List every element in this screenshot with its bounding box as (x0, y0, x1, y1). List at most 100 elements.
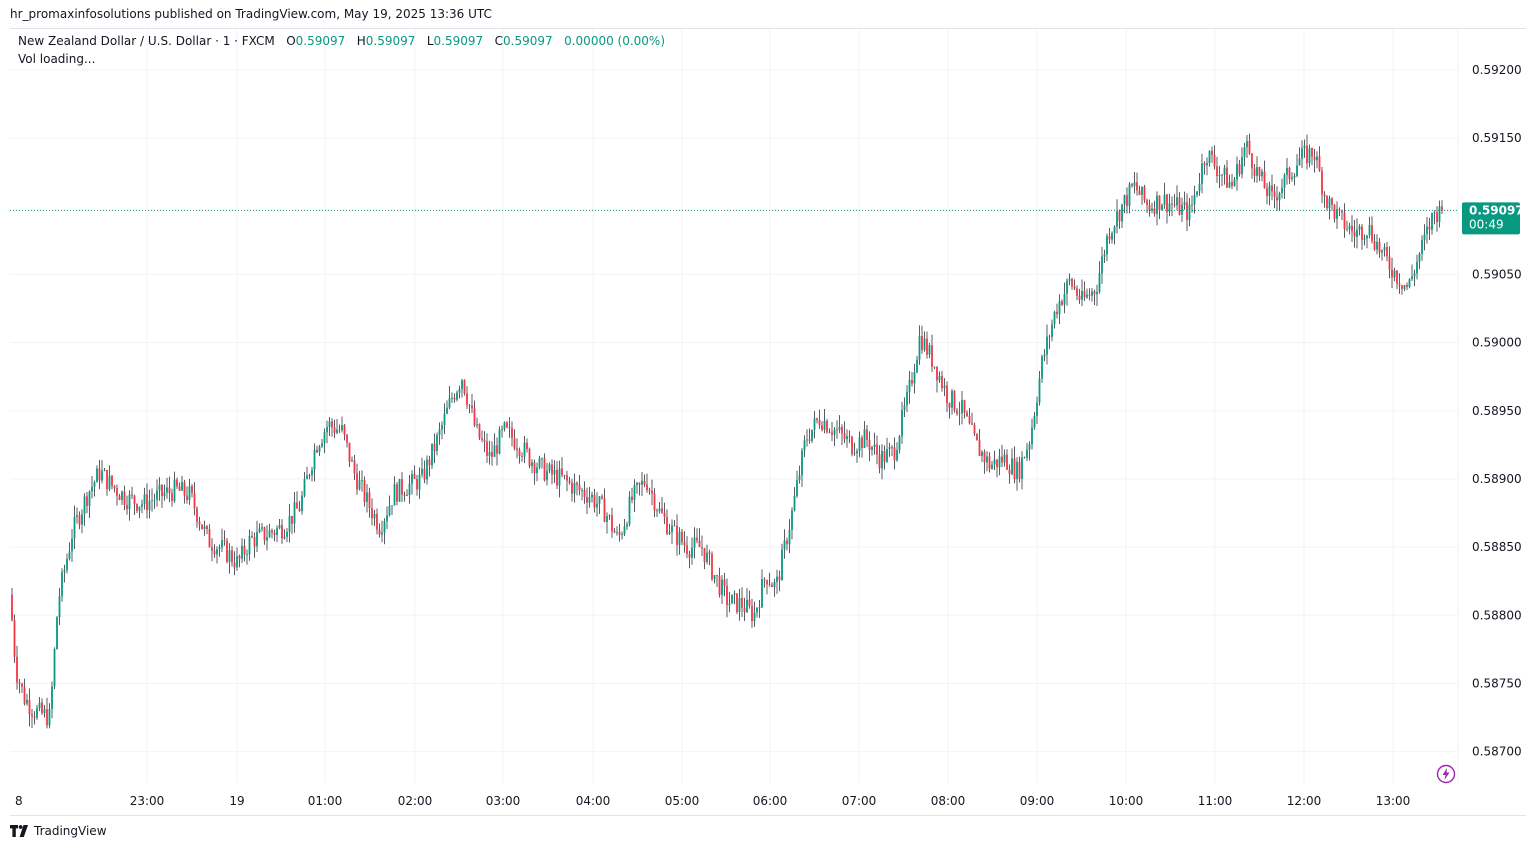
candle-body (438, 429, 441, 435)
candle-body (211, 547, 213, 551)
candle-body (1198, 183, 1201, 192)
bar-countdown: 00:49 (1469, 217, 1504, 231)
candle-body (231, 550, 233, 563)
x-tick-label: 02:00 (398, 794, 433, 808)
candle-body (1018, 461, 1021, 479)
y-tick-label: 0.59000 (1472, 336, 1522, 350)
candle-body (1371, 225, 1373, 241)
candle-body (123, 491, 126, 505)
candle-body (1416, 261, 1418, 274)
candle-body (923, 338, 926, 351)
candle-body (183, 482, 186, 496)
candle-body (1336, 209, 1338, 219)
candle-body (871, 447, 873, 450)
candle-body (333, 427, 336, 433)
candle-body (1208, 150, 1211, 164)
x-tick-label: 07:00 (842, 794, 877, 808)
candle-body (343, 425, 346, 435)
grid-layer (10, 29, 1458, 783)
current-price-value: 0.59097 (1469, 203, 1524, 217)
candle-body (731, 594, 733, 604)
candle-body (773, 582, 776, 588)
candle-layer (11, 133, 1443, 729)
candle-body (1033, 415, 1036, 428)
candle-body (498, 429, 501, 454)
candle-body (463, 380, 466, 394)
candle-body (591, 494, 593, 498)
candle-body (346, 434, 348, 443)
current-price-label: 0.59097 00:49 (1462, 202, 1524, 235)
candle-body (1098, 273, 1101, 292)
candle-body (378, 529, 381, 535)
candle-body (1278, 193, 1281, 201)
candle-body (836, 429, 838, 431)
candle-body (671, 525, 673, 533)
candle-body (911, 380, 913, 384)
candle-body (1188, 204, 1191, 220)
legend-open-value: 0.59097 (295, 34, 346, 48)
candle-body (1228, 182, 1231, 188)
candle-body (903, 405, 906, 410)
candle-body (866, 429, 868, 440)
candle-body (613, 531, 616, 533)
candle-body (433, 443, 436, 452)
candle-body (1423, 234, 1426, 241)
candle-body (243, 545, 246, 555)
candle-body (781, 549, 783, 581)
candle-body (1168, 203, 1171, 212)
candle-body (481, 438, 483, 440)
candle-body (666, 516, 668, 534)
chart-frame[interactable]: 0.59200 0.59150 0.59050 0.59000 0.58950 0.589… (10, 28, 1526, 816)
candle-body (601, 496, 603, 499)
candle-body (583, 489, 586, 498)
candle-body (63, 570, 66, 573)
legend-high-value: 0.59097 (365, 34, 416, 48)
candle-body (1196, 191, 1198, 196)
candle-body (326, 426, 328, 433)
legend-close-label: C (494, 34, 504, 48)
candle-body (858, 437, 861, 451)
lightning-icon[interactable] (1436, 764, 1456, 784)
footer-brand[interactable]: TradingView (10, 824, 107, 838)
y-tick-label: 0.58800 (1472, 608, 1522, 622)
candle-body (823, 420, 826, 430)
candle-body (618, 532, 621, 535)
candle-body (946, 385, 948, 404)
y-tick-label: 0.58750 (1472, 676, 1522, 690)
candle-body (303, 479, 306, 496)
candle-body (741, 598, 743, 608)
candle-body (21, 683, 23, 687)
candle-body (338, 429, 341, 431)
candle-body (853, 453, 856, 455)
candle-body (1251, 153, 1253, 169)
candle-body (593, 494, 596, 508)
candle-body (46, 709, 48, 726)
candle-body (821, 425, 823, 430)
candle-body (806, 439, 808, 441)
candle-body (158, 484, 161, 491)
candle-body (178, 486, 181, 491)
legend-change: 0.00000 (0.00%) (564, 34, 666, 48)
price-chart[interactable]: 0.59200 0.59150 0.59050 0.59000 0.58950 0.589… (10, 29, 1526, 815)
candle-body (411, 474, 413, 484)
candle-body (1353, 231, 1356, 237)
candle-body (48, 708, 51, 726)
volume-indicator-status[interactable]: Vol loading... (18, 52, 96, 66)
candle-body (1298, 158, 1301, 166)
legend-close-value: 0.59097 (503, 34, 553, 48)
candle-body (801, 450, 803, 476)
candle-body (708, 552, 711, 555)
candle-body (796, 480, 798, 497)
candle-body (221, 540, 223, 548)
candle-body (416, 478, 418, 490)
candle-body (938, 376, 941, 381)
candle-body (608, 515, 611, 517)
candle-body (426, 459, 428, 480)
candle-body (28, 699, 31, 715)
candle-body (431, 443, 433, 466)
candle-body (1083, 290, 1086, 298)
candle-body (121, 491, 123, 501)
current-price-label-bg (1462, 202, 1520, 235)
candle-body (1038, 378, 1041, 403)
candle-body (798, 475, 801, 481)
